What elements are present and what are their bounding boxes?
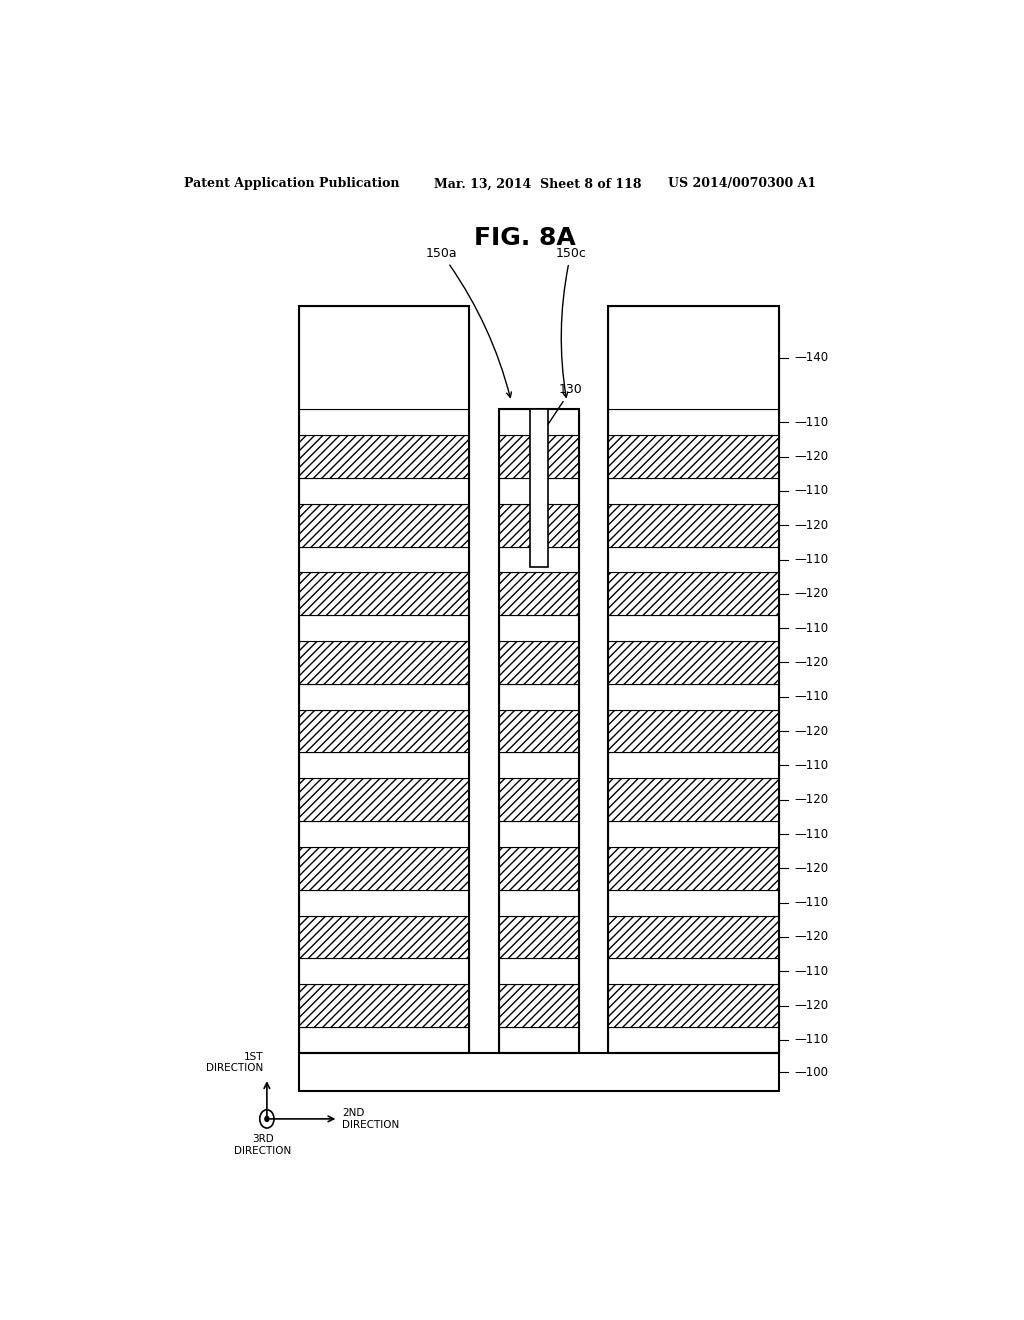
Bar xyxy=(500,642,579,684)
Bar xyxy=(608,684,778,710)
Text: —110: —110 xyxy=(795,759,828,772)
Text: —110: —110 xyxy=(795,622,828,635)
Bar xyxy=(299,1027,469,1053)
Text: FIG. 8A: FIG. 8A xyxy=(474,226,575,249)
Bar xyxy=(299,642,469,684)
Text: Patent Application Publication: Patent Application Publication xyxy=(183,177,399,190)
Bar xyxy=(608,573,778,615)
Bar xyxy=(299,306,469,1053)
Bar xyxy=(299,478,469,504)
Bar xyxy=(500,890,579,916)
Bar xyxy=(299,847,469,890)
Text: 1ST
DIRECTION: 1ST DIRECTION xyxy=(206,1052,263,1073)
Bar xyxy=(299,916,469,958)
Text: —120: —120 xyxy=(795,656,828,669)
Bar xyxy=(500,546,579,573)
Bar xyxy=(299,546,469,573)
Bar xyxy=(500,684,579,710)
Bar xyxy=(500,710,579,752)
Bar xyxy=(299,306,469,409)
Text: —120: —120 xyxy=(795,725,828,738)
Bar xyxy=(500,916,579,958)
Bar xyxy=(299,710,469,752)
Text: Mar. 13, 2014  Sheet 8 of 118: Mar. 13, 2014 Sheet 8 of 118 xyxy=(433,177,641,190)
Bar xyxy=(500,779,579,821)
Bar xyxy=(608,985,778,1027)
Text: —120: —120 xyxy=(795,450,828,463)
Bar xyxy=(608,752,778,779)
Bar xyxy=(608,1027,778,1053)
Text: —120: —120 xyxy=(795,931,828,944)
Bar xyxy=(500,985,579,1027)
Bar xyxy=(500,752,579,779)
Bar xyxy=(500,478,579,504)
Bar xyxy=(500,958,579,985)
Text: 130: 130 xyxy=(542,383,583,434)
Bar xyxy=(500,1027,579,1053)
Bar xyxy=(608,409,778,436)
Text: —110: —110 xyxy=(795,553,828,566)
Circle shape xyxy=(265,1117,269,1122)
Bar xyxy=(299,821,469,847)
Bar xyxy=(500,409,579,436)
Bar xyxy=(608,710,778,752)
Text: —110: —110 xyxy=(795,1034,828,1047)
Bar xyxy=(299,985,469,1027)
Bar xyxy=(299,779,469,821)
Bar xyxy=(500,573,579,615)
Bar xyxy=(500,436,579,478)
Text: —120: —120 xyxy=(795,999,828,1012)
Text: —110: —110 xyxy=(795,484,828,498)
Text: —100: —100 xyxy=(795,1065,828,1078)
Bar xyxy=(608,478,778,504)
Bar xyxy=(608,615,778,642)
Text: —120: —120 xyxy=(795,587,828,601)
Bar xyxy=(608,916,778,958)
Text: —110: —110 xyxy=(795,828,828,841)
Bar xyxy=(608,546,778,573)
Text: —110: —110 xyxy=(795,690,828,704)
Bar xyxy=(299,409,469,436)
Bar xyxy=(608,306,778,409)
Bar xyxy=(530,409,548,568)
Text: 3RD
DIRECTION: 3RD DIRECTION xyxy=(234,1134,292,1156)
Bar xyxy=(608,958,778,985)
Bar xyxy=(608,847,778,890)
Text: —110: —110 xyxy=(795,965,828,978)
Text: 150a: 150a xyxy=(426,247,511,397)
Bar xyxy=(299,684,469,710)
Bar xyxy=(608,306,778,1053)
Bar xyxy=(608,504,778,546)
Text: —140: —140 xyxy=(795,351,828,364)
Bar xyxy=(299,958,469,985)
Bar xyxy=(299,436,469,478)
Bar xyxy=(299,890,469,916)
Bar xyxy=(608,890,778,916)
Bar xyxy=(299,573,469,615)
Text: 150c: 150c xyxy=(555,247,587,397)
Text: 2ND
DIRECTION: 2ND DIRECTION xyxy=(342,1107,399,1130)
Text: US 2014/0070300 A1: US 2014/0070300 A1 xyxy=(668,177,816,190)
Bar xyxy=(500,504,579,546)
Bar xyxy=(299,504,469,546)
Text: —110: —110 xyxy=(795,896,828,909)
Bar xyxy=(500,615,579,642)
Bar xyxy=(608,821,778,847)
Text: —110: —110 xyxy=(795,416,828,429)
Bar xyxy=(608,436,778,478)
Bar xyxy=(299,1053,778,1092)
Bar xyxy=(608,642,778,684)
Text: —120: —120 xyxy=(795,862,828,875)
Text: —120: —120 xyxy=(795,793,828,807)
Text: —120: —120 xyxy=(795,519,828,532)
Bar xyxy=(500,821,579,847)
Bar xyxy=(608,779,778,821)
Bar xyxy=(500,847,579,890)
Bar xyxy=(299,615,469,642)
Bar xyxy=(299,752,469,779)
Bar xyxy=(500,409,579,1053)
